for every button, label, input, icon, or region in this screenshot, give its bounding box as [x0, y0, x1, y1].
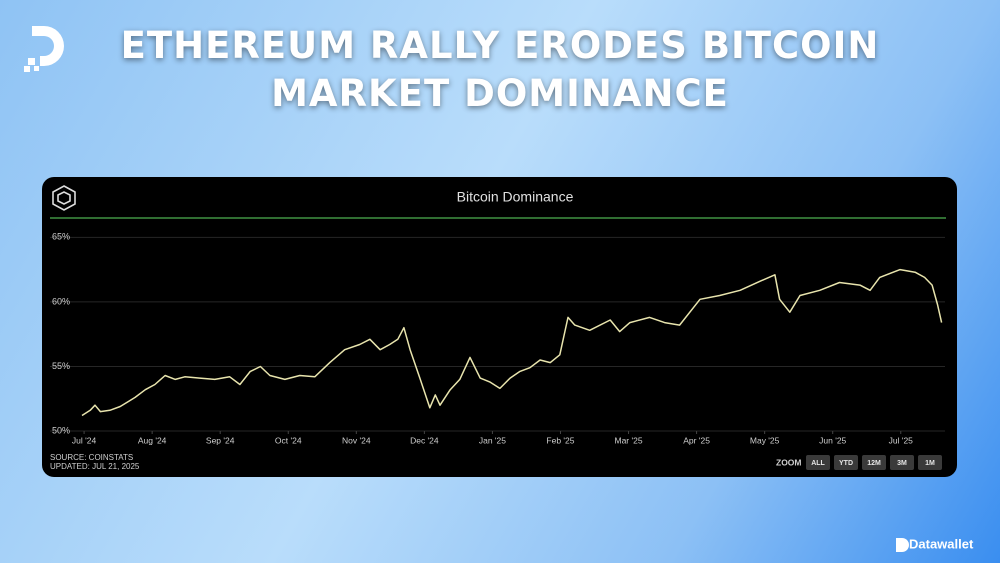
zoom-button[interactable]: ALL	[806, 455, 830, 470]
data-line	[81, 268, 943, 417]
x-tick-label: Jul '25	[889, 435, 914, 445]
zoom-button-bg	[834, 455, 858, 470]
x-tick-label: Oct '24	[275, 435, 302, 445]
zoom-label: ZOOM	[776, 457, 802, 467]
x-tick-label: Feb '25	[546, 435, 574, 445]
y-tick-label: 65%	[52, 232, 70, 242]
zoom-button-label: 12M	[867, 460, 881, 467]
zoom-button-bg	[890, 455, 914, 470]
panel-icon	[52, 185, 76, 211]
chart-title: Bitcoin Dominance	[457, 189, 574, 205]
x-tick-label: Jul '24	[72, 435, 97, 445]
y-tick-label: 50%	[52, 425, 70, 435]
x-tick-label: May '25	[750, 435, 780, 445]
headline: ETHEREUM RALLY ERODES BITCOIN	[120, 24, 880, 67]
zoom-button-label: YTD	[839, 460, 853, 467]
x-tick-label: Dec '24	[410, 435, 439, 445]
x-tick-label: Apr '25	[683, 435, 710, 445]
zoom-button[interactable]: YTD	[834, 455, 858, 470]
headline: MARKET DOMINANCE	[271, 72, 729, 115]
zoom-button-bg	[806, 455, 830, 470]
brand-name: Datawallet	[909, 536, 974, 551]
y-tick-label: 60%	[52, 296, 70, 306]
zoom-button-label: 3M	[897, 460, 907, 467]
zoom-button-label: 1M	[925, 460, 935, 467]
logo	[24, 26, 64, 72]
x-tick-label: Mar '25	[614, 435, 642, 445]
zoom-button[interactable]: 3M	[890, 455, 914, 470]
x-tick-label: Aug '24	[138, 435, 167, 445]
zoom-button[interactable]: 12M	[862, 455, 886, 470]
zoom-button-bg	[918, 455, 942, 470]
updated: UPDATED: JUL 21, 2025	[50, 462, 140, 471]
brand: Datawallet	[896, 536, 974, 552]
x-tick-label: Sep '24	[206, 435, 235, 445]
source: SOURCE: COINSTATS	[50, 453, 133, 462]
chart-panel	[42, 177, 957, 477]
x-tick-label: Jun '25	[819, 435, 846, 445]
zoom-button[interactable]: 1M	[918, 455, 942, 470]
x-tick-label: Jan '25	[479, 435, 506, 445]
x-tick-label: Nov '24	[342, 435, 371, 445]
y-tick-label: 55%	[52, 361, 70, 371]
zoom-button-bg	[862, 455, 886, 470]
zoom-button-label: ALL	[811, 460, 825, 467]
